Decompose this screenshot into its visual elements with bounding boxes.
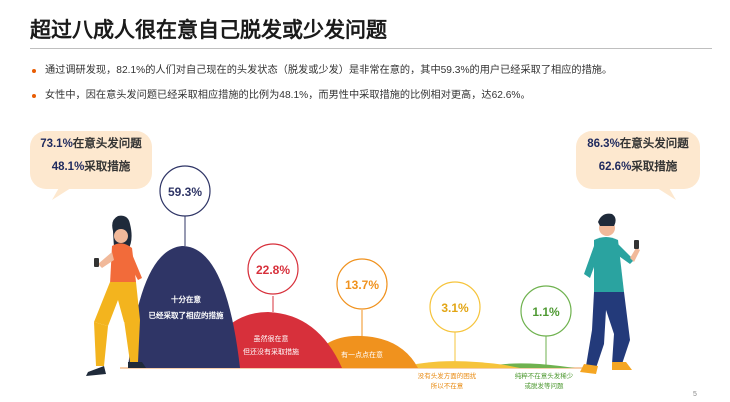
- segment-label-1b: 已经采取了相应的措施: [149, 310, 224, 320]
- male-action-pct: 62.6%: [598, 161, 632, 173]
- male-care-line: 86.3%在意头发问题: [576, 133, 700, 156]
- bullet-dot-icon: [32, 94, 36, 98]
- value-circle-5: [520, 285, 572, 337]
- value-label-3: 13.7%: [345, 278, 379, 292]
- summary-bullets: 通过调研发现，82.1%的人们对自己现在的头发状态（脱发或少发）是非常在意的，其…: [32, 64, 722, 114]
- segment-label-5b: 或脱发等问题: [525, 381, 565, 390]
- callout-male-stats: 86.3%在意头发问题 62.6%采取措施: [576, 131, 700, 189]
- page-title: 超过八成人很在意自己脱发或少发问题: [30, 19, 387, 42]
- bullet-item: 通过调研发现，82.1%的人们对自己现在的头发状态（脱发或少发）是非常在意的，其…: [32, 64, 722, 78]
- male-care-text: 在意头发问题: [619, 138, 689, 150]
- hill-segment-1: [128, 246, 240, 368]
- callout-tail-left: [52, 186, 74, 200]
- bullet-text: 通过调研发现，82.1%的人们对自己现在的头发状态（脱发或少发）是非常在意的，其…: [45, 65, 613, 76]
- bullet-item: 女性中，因在意头发问题已经采取相应措施的比例为48.1%，而男性中采取措施的比例…: [32, 89, 722, 103]
- female-action-pct: 48.1%: [51, 161, 85, 173]
- value-label-4: 3.1%: [441, 301, 469, 315]
- callout-tail-right: [654, 186, 676, 200]
- man-figure-icon: [580, 213, 640, 374]
- male-care-pct: 86.3%: [587, 138, 620, 150]
- bullet-dot-icon: [32, 69, 36, 73]
- segment-label-4a: 没有头发方面的困扰: [418, 371, 477, 380]
- segment-label-2a: 虽然很在意: [254, 334, 289, 343]
- value-circle-1: [159, 165, 211, 217]
- value-label-2: 22.8%: [256, 263, 290, 277]
- segment-label-4b: 所以不在意: [431, 381, 464, 390]
- male-action-text: 采取措施: [631, 161, 678, 173]
- bullet-text: 女性中，因在意头发问题已经采取相应措施的比例为48.1%，而男性中采取措施的比例…: [45, 90, 531, 101]
- title-divider: [30, 48, 712, 49]
- female-care-line: 73.1%在意头发问题: [30, 133, 152, 156]
- segment-label-3a: 有一点点在意: [341, 350, 383, 359]
- value-label-5: 1.1%: [532, 305, 560, 319]
- segment-label-2b: 但还没有采取措施: [243, 347, 299, 356]
- callout-female-stats: 73.1%在意头发问题 48.1%采取措施: [30, 131, 152, 189]
- value-label-1: 59.3%: [168, 185, 202, 199]
- female-care-text: 在意头发问题: [72, 138, 142, 150]
- hill-segment-4: [400, 361, 520, 368]
- value-circle-2: [247, 243, 299, 295]
- segment-label-5a: 纯粹不在意头发稀少: [515, 371, 574, 380]
- female-action-line: 48.1%采取措施: [30, 156, 152, 179]
- male-action-line: 62.6%采取措施: [576, 156, 700, 179]
- female-action-text: 采取措施: [84, 161, 131, 173]
- female-care-pct: 73.1%: [40, 138, 73, 150]
- page-number: 5: [693, 391, 697, 398]
- segment-label-1a: 十分在意: [171, 294, 201, 304]
- woman-figure-icon: [86, 215, 146, 376]
- value-circle-3: [336, 258, 388, 310]
- value-circle-4: [429, 281, 481, 333]
